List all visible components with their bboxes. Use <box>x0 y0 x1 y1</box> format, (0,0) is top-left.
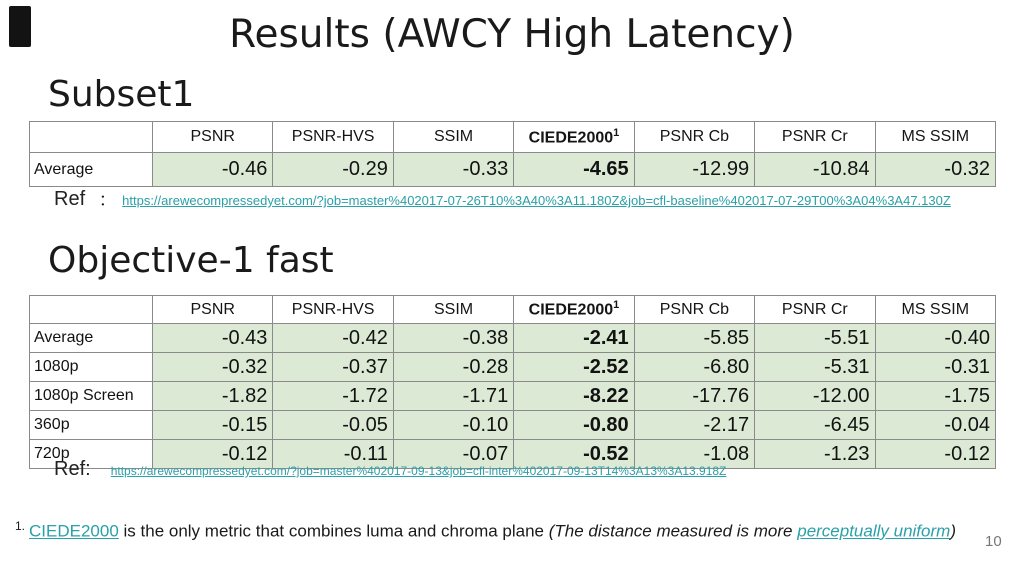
subset1-reference: Ref ： https://arewecompressedyet.com/?jo… <box>54 188 951 211</box>
footnote-text: is the only metric that combines luma an… <box>118 521 549 541</box>
table-row-360p: 360p -0.15 -0.05 -0.10 -0.80 -2.17 -6.45… <box>29 410 997 440</box>
footnote-ref-superscript: 1 <box>613 299 620 312</box>
cell-ciede2000: -2.41 <box>513 323 635 353</box>
subset1-ref-link[interactable]: https://arewecompressedyet.com/?job=mast… <box>122 193 951 208</box>
cell-psnr-cr: -6.45 <box>754 410 876 440</box>
cell-psnr-hvs: -0.37 <box>272 352 394 382</box>
cell-psnr: -0.12 <box>151 439 274 469</box>
column-header-ciede2000: CIEDE20001 <box>513 295 635 324</box>
cell-psnr-cr: -10.84 <box>754 152 876 187</box>
ref-separator: ： <box>99 192 115 209</box>
cell-ms-ssim: -1.75 <box>874 381 997 411</box>
footnote-italic-text: (The distance measured is more <box>548 521 798 541</box>
row-label: 1080p <box>29 352 153 382</box>
cell-ssim: -0.10 <box>392 410 515 440</box>
cell-ciede2000: -8.22 <box>513 381 635 411</box>
cell-psnr-cb: -12.99 <box>633 152 756 187</box>
footnote-ref-superscript: 1 <box>613 126 620 139</box>
table-row-1080p-screen: 1080p Screen -1.82 -1.72 -1.71 -8.22 -17… <box>29 381 997 411</box>
objective-ref-link[interactable]: https://arewecompressedyet.com/?job=mast… <box>110 464 727 478</box>
subset1-table: PSNR PSNR-HVS SSIM CIEDE20001 PSNR Cb PS… <box>29 121 997 187</box>
column-header-ciede2000: CIEDE20001 <box>513 121 635 153</box>
column-header-blank <box>29 121 153 153</box>
cell-psnr-hvs: -0.29 <box>272 152 394 187</box>
cell-psnr-hvs: -1.72 <box>272 381 394 411</box>
objective-reference: Ref: https://arewecompressedyet.com/?job… <box>54 458 726 481</box>
cell-psnr: -0.32 <box>151 352 274 382</box>
column-header-psnr-cb: PSNR Cb <box>633 295 756 324</box>
cell-psnr-cr: -1.23 <box>754 439 876 469</box>
row-label: Average <box>29 152 153 187</box>
cell-psnr: -0.15 <box>151 410 274 440</box>
cell-psnr: -0.46 <box>151 152 274 187</box>
cell-ssim: -0.07 <box>392 439 515 469</box>
column-header-psnr-hvs: PSNR-HVS <box>272 121 394 153</box>
section-heading-objective1-fast: Objective-1 fast <box>48 240 334 281</box>
column-header-ssim: SSIM <box>392 295 515 324</box>
column-header-psnr: PSNR <box>151 295 274 324</box>
column-header-ms-ssim: MS SSIM <box>874 121 997 153</box>
column-header-psnr-cr: PSNR Cr <box>754 295 876 324</box>
column-header-blank <box>29 295 153 324</box>
cell-psnr-cb: -1.08 <box>633 439 756 469</box>
cell-ciede2000: -4.65 <box>513 152 635 187</box>
column-header-psnr-cr: PSNR Cr <box>754 121 876 153</box>
row-label: 1080p Screen <box>29 381 153 411</box>
cell-psnr-hvs: -0.11 <box>272 439 394 469</box>
cell-psnr-cb: -6.80 <box>633 352 756 382</box>
column-header-ms-ssim: MS SSIM <box>874 295 997 324</box>
perceptually-uniform-link[interactable]: perceptually uniform <box>797 521 951 541</box>
cell-psnr-cb: -2.17 <box>633 410 756 440</box>
table-row-average: Average -0.46 -0.29 -0.33 -4.65 -12.99 -… <box>29 152 997 187</box>
cell-psnr-cr: -5.51 <box>754 323 876 353</box>
cell-psnr-hvs: -0.42 <box>272 323 394 353</box>
cell-ciede2000: -0.80 <box>513 410 635 440</box>
column-header-ssim: SSIM <box>392 121 515 153</box>
table-row-average: Average -0.43 -0.42 -0.38 -2.41 -5.85 -5… <box>29 323 997 353</box>
corner-marker <box>9 6 31 47</box>
column-header-psnr-hvs: PSNR-HVS <box>272 295 394 324</box>
cell-ciede2000: -2.52 <box>513 352 635 382</box>
subset1-header-row: PSNR PSNR-HVS SSIM CIEDE20001 PSNR Cb PS… <box>29 121 997 153</box>
ref-label: Ref <box>54 188 86 210</box>
cell-ssim: -0.28 <box>392 352 515 382</box>
cell-ms-ssim: -0.04 <box>874 410 997 440</box>
slide-title: Results (AWCY High Latency) <box>229 12 795 57</box>
cell-psnr-cb: -17.76 <box>633 381 756 411</box>
cell-ssim: -0.38 <box>392 323 515 353</box>
column-header-psnr: PSNR <box>151 121 274 153</box>
cell-ciede2000: -0.52 <box>513 439 635 469</box>
table-row-1080p: 1080p -0.32 -0.37 -0.28 -2.52 -6.80 -5.3… <box>29 352 997 382</box>
row-label: Average <box>29 323 153 353</box>
cell-psnr-cr: -5.31 <box>754 352 876 382</box>
column-header-psnr-cb: PSNR Cb <box>633 121 756 153</box>
footnote: 1. CIEDE2000 is the only metric that comb… <box>15 519 1017 542</box>
ciede2000-link[interactable]: CIEDE2000 <box>29 521 119 541</box>
cell-psnr-cb: -5.85 <box>633 323 756 353</box>
cell-psnr: -0.43 <box>151 323 274 353</box>
cell-ssim: -0.33 <box>392 152 515 187</box>
cell-psnr-hvs: -0.05 <box>272 410 394 440</box>
footnote-marker: 1. <box>15 519 26 533</box>
footnote-close-paren: ) <box>950 521 956 541</box>
cell-ms-ssim: -0.40 <box>874 323 997 353</box>
cell-psnr: -1.82 <box>151 381 274 411</box>
page-number: 10 <box>985 533 1002 550</box>
cell-ssim: -1.71 <box>392 381 515 411</box>
table-row-720p: 720p -0.12 -0.11 -0.07 -0.52 -1.08 -1.23… <box>29 439 997 469</box>
objective-header-row: PSNR PSNR-HVS SSIM CIEDE20001 PSNR Cb PS… <box>29 295 997 324</box>
cell-ms-ssim: -0.12 <box>874 439 997 469</box>
row-label: 360p <box>29 410 153 440</box>
section-heading-subset1: Subset1 <box>48 74 195 115</box>
cell-ms-ssim: -0.31 <box>874 352 997 382</box>
ref-label: Ref: <box>54 458 91 480</box>
objective1-fast-table: PSNR PSNR-HVS SSIM CIEDE20001 PSNR Cb PS… <box>29 295 997 469</box>
cell-ms-ssim: -0.32 <box>874 152 997 187</box>
cell-psnr-cr: -12.00 <box>754 381 876 411</box>
